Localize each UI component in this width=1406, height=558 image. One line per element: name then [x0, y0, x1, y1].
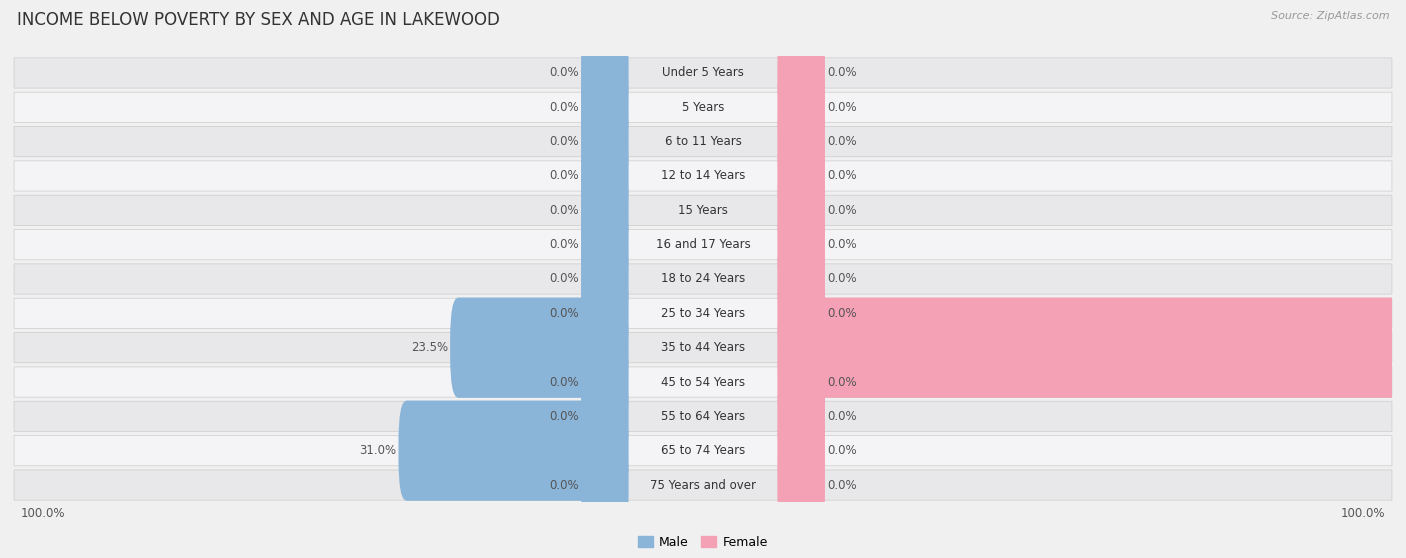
FancyBboxPatch shape [14, 92, 1392, 122]
FancyBboxPatch shape [778, 229, 825, 329]
FancyBboxPatch shape [581, 57, 628, 157]
FancyBboxPatch shape [450, 297, 628, 398]
FancyBboxPatch shape [14, 58, 1392, 88]
FancyBboxPatch shape [778, 401, 825, 501]
FancyBboxPatch shape [778, 332, 825, 432]
FancyBboxPatch shape [778, 160, 825, 261]
Text: 45 to 54 Years: 45 to 54 Years [661, 376, 745, 388]
FancyBboxPatch shape [581, 23, 628, 123]
FancyBboxPatch shape [14, 161, 1392, 191]
Text: 25 to 34 Years: 25 to 34 Years [661, 307, 745, 320]
Text: 0.0%: 0.0% [827, 170, 856, 182]
FancyBboxPatch shape [778, 126, 825, 226]
Text: 0.0%: 0.0% [550, 238, 579, 251]
Text: 15 Years: 15 Years [678, 204, 728, 217]
FancyBboxPatch shape [581, 195, 628, 295]
FancyBboxPatch shape [581, 435, 628, 535]
Text: 100.0%: 100.0% [21, 507, 66, 521]
FancyBboxPatch shape [14, 195, 1392, 225]
FancyBboxPatch shape [14, 367, 1392, 397]
FancyBboxPatch shape [581, 332, 628, 432]
Text: 0.0%: 0.0% [827, 101, 856, 114]
Text: INCOME BELOW POVERTY BY SEX AND AGE IN LAKEWOOD: INCOME BELOW POVERTY BY SEX AND AGE IN L… [17, 11, 499, 29]
Text: 0.0%: 0.0% [827, 479, 856, 492]
FancyBboxPatch shape [581, 366, 628, 466]
FancyBboxPatch shape [14, 436, 1392, 466]
Text: 23.5%: 23.5% [411, 341, 449, 354]
FancyBboxPatch shape [581, 160, 628, 261]
Text: 0.0%: 0.0% [550, 135, 579, 148]
Text: 35 to 44 Years: 35 to 44 Years [661, 341, 745, 354]
Text: 0.0%: 0.0% [827, 376, 856, 388]
Text: 55 to 64 Years: 55 to 64 Years [661, 410, 745, 423]
Text: 0.0%: 0.0% [550, 170, 579, 182]
Text: 0.0%: 0.0% [550, 272, 579, 286]
Text: 6 to 11 Years: 6 to 11 Years [665, 135, 741, 148]
Text: 0.0%: 0.0% [550, 376, 579, 388]
Text: 16 and 17 Years: 16 and 17 Years [655, 238, 751, 251]
Text: 0.0%: 0.0% [827, 410, 856, 423]
Text: 0.0%: 0.0% [827, 66, 856, 79]
FancyBboxPatch shape [581, 263, 628, 363]
Text: 0.0%: 0.0% [827, 204, 856, 217]
Text: 12 to 14 Years: 12 to 14 Years [661, 170, 745, 182]
Text: 0.0%: 0.0% [550, 204, 579, 217]
FancyBboxPatch shape [14, 298, 1392, 329]
FancyBboxPatch shape [398, 401, 628, 501]
Text: 18 to 24 Years: 18 to 24 Years [661, 272, 745, 286]
FancyBboxPatch shape [778, 195, 825, 295]
FancyBboxPatch shape [14, 401, 1392, 431]
Text: 0.0%: 0.0% [550, 66, 579, 79]
FancyBboxPatch shape [778, 23, 825, 123]
Text: 65 to 74 Years: 65 to 74 Years [661, 444, 745, 457]
Text: 75 Years and over: 75 Years and over [650, 479, 756, 492]
FancyBboxPatch shape [581, 92, 628, 192]
FancyBboxPatch shape [778, 435, 825, 535]
FancyBboxPatch shape [778, 297, 1406, 398]
FancyBboxPatch shape [778, 57, 825, 157]
Text: 0.0%: 0.0% [827, 307, 856, 320]
FancyBboxPatch shape [581, 229, 628, 329]
Text: Source: ZipAtlas.com: Source: ZipAtlas.com [1271, 11, 1389, 21]
Legend: Male, Female: Male, Female [633, 531, 773, 554]
Text: 0.0%: 0.0% [550, 410, 579, 423]
Text: 0.0%: 0.0% [827, 135, 856, 148]
FancyBboxPatch shape [778, 263, 825, 363]
FancyBboxPatch shape [14, 264, 1392, 294]
Text: 0.0%: 0.0% [550, 479, 579, 492]
FancyBboxPatch shape [778, 92, 825, 192]
FancyBboxPatch shape [581, 126, 628, 226]
Text: 31.0%: 31.0% [360, 444, 396, 457]
FancyBboxPatch shape [14, 127, 1392, 157]
FancyBboxPatch shape [14, 470, 1392, 500]
FancyBboxPatch shape [14, 333, 1392, 363]
Text: 100.0%: 100.0% [1340, 507, 1385, 521]
FancyBboxPatch shape [14, 229, 1392, 260]
Text: 0.0%: 0.0% [827, 444, 856, 457]
Text: 0.0%: 0.0% [827, 238, 856, 251]
Text: 0.0%: 0.0% [550, 307, 579, 320]
FancyBboxPatch shape [778, 366, 825, 466]
Text: 0.0%: 0.0% [827, 272, 856, 286]
Text: 5 Years: 5 Years [682, 101, 724, 114]
Text: Under 5 Years: Under 5 Years [662, 66, 744, 79]
Text: 0.0%: 0.0% [550, 101, 579, 114]
